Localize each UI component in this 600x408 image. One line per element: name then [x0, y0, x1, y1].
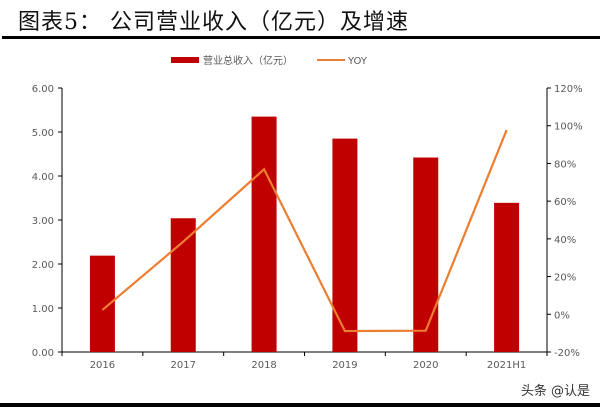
bar-2021H1 [494, 202, 520, 352]
right-tick-label: 80% [554, 159, 576, 170]
left-tick-label: 2.00 [32, 260, 54, 271]
yoy-line [101, 129, 508, 333]
left-tick-label: 0.00 [32, 348, 54, 359]
left-tick-label: 6.00 [32, 84, 54, 95]
bottom-rule [0, 403, 600, 407]
watermark: 头条 @认是 [520, 384, 590, 399]
left-tick-label: 4.00 [32, 172, 54, 183]
x-tick-label: 2019 [332, 360, 357, 371]
title-rule [2, 36, 600, 39]
x-tick-label: 2021H1 [487, 360, 526, 371]
bar-2020 [413, 157, 439, 352]
x-tick-label: 2016 [90, 360, 115, 371]
bar-2018 [251, 116, 277, 352]
left-tick-label: 3.00 [32, 216, 54, 227]
right-tick-label: 20% [554, 273, 576, 284]
bar-2017 [170, 218, 196, 352]
legend-bar-label: 营业总收入（亿元） [203, 54, 293, 67]
right-tick-label: 40% [554, 235, 576, 246]
right-tick-label: 0% [554, 310, 570, 321]
legend-line-label: YOY [347, 56, 368, 67]
legend-bar-swatch [171, 57, 199, 63]
x-tick-label: 2018 [251, 360, 276, 371]
left-tick-label: 1.00 [32, 304, 54, 315]
right-tick-label: 100% [554, 122, 583, 133]
x-tick-label: 2017 [171, 360, 196, 371]
left-tick-label: 5.00 [32, 128, 54, 139]
chart-title: 图表5： 公司营业收入（亿元）及增速 [18, 10, 409, 35]
bar-2019 [332, 138, 358, 352]
x-tick-label: 2020 [413, 360, 438, 371]
right-tick-label: 120% [554, 84, 583, 95]
right-tick-label: 60% [554, 197, 576, 208]
right-tick-label: -20% [554, 348, 580, 359]
